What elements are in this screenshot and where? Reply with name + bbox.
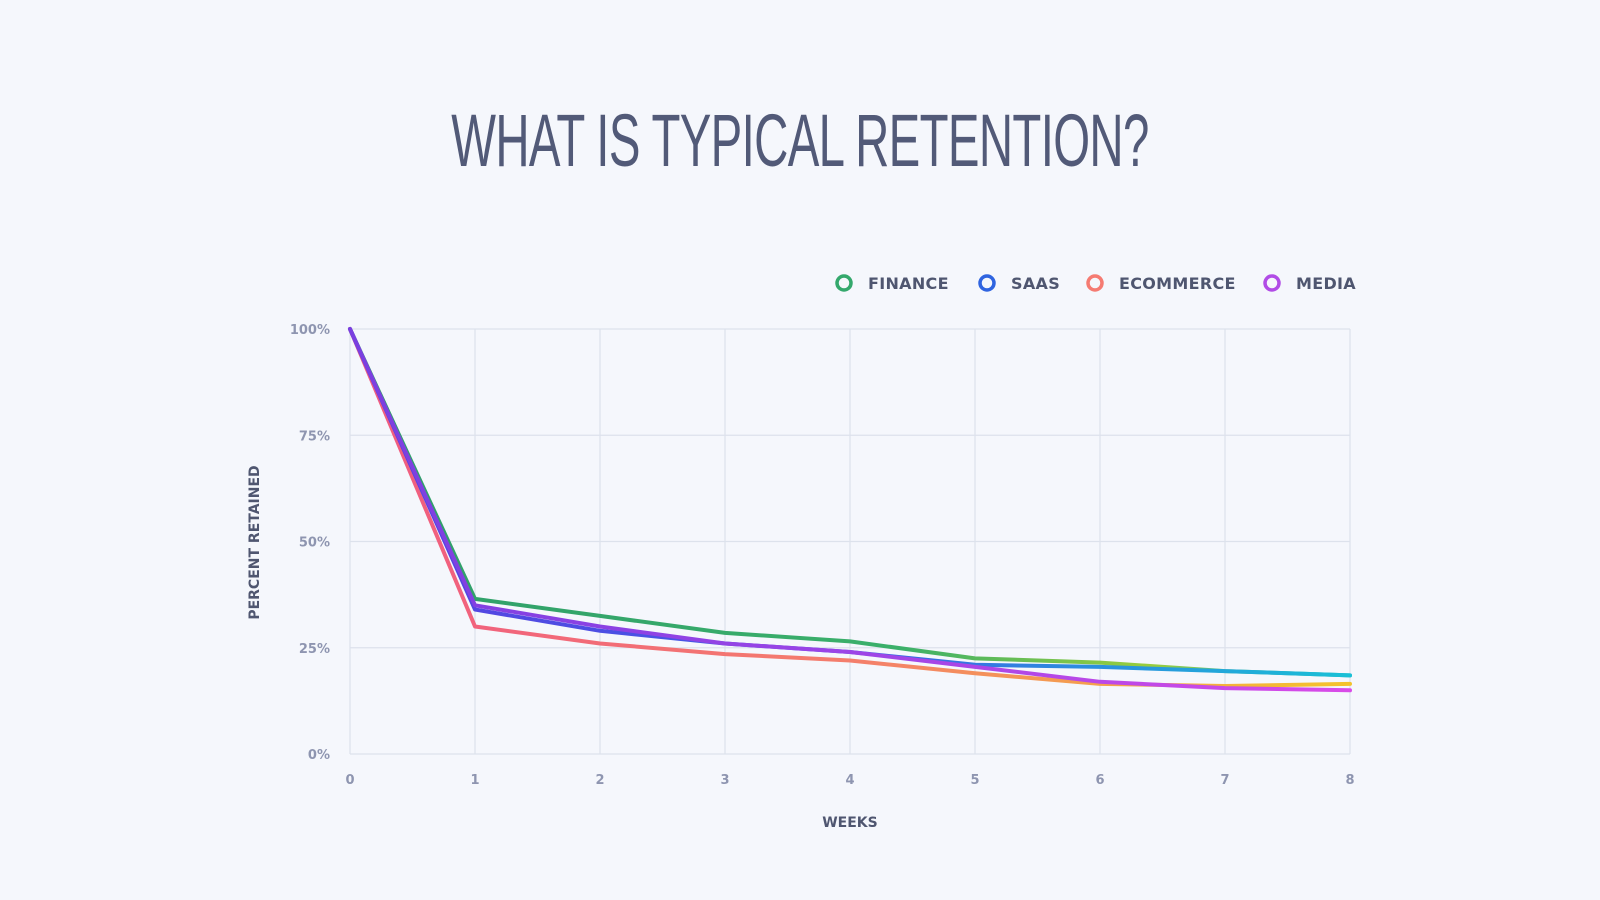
y-axis-title: PERCENT RETAINED [247,465,263,619]
x-tick-label: 6 [1095,773,1104,788]
x-tick-label: 3 [720,773,729,788]
x-tick-label: 8 [1345,773,1354,788]
x-tick-label: 2 [595,773,604,788]
legend: FINANCE SAAS ECOMMERCE MEDIA [835,274,1356,293]
gridlines [349,328,1351,755]
legend-marker-ecommerce [1086,274,1104,292]
legend-label-saas: SAAS [1011,274,1060,293]
chart-title: WHAT IS TYPICAL RETENTION? [451,99,1149,182]
x-tick-label: 1 [470,773,479,788]
y-tick-label: 75% [299,429,330,444]
x-tick-label: 5 [970,773,979,788]
legend-label-media: MEDIA [1296,274,1356,293]
series-line-media [348,327,1352,693]
x-tick-label: 4 [845,773,854,788]
axes: 0% 25% 50% 75% 100% 0 1 2 3 4 5 6 7 8 WEEKS PERCENT RET… [247,323,1355,831]
y-tick-label: 50% [299,536,330,551]
y-tick-label: 0% [308,748,330,763]
x-tick-label: 7 [1220,773,1229,788]
legend-label-ecommerce: ECOMMERCE [1119,274,1236,293]
x-tick-label: 0 [345,773,354,788]
legend-marker-media [1263,274,1281,292]
legend-marker-saas [978,274,996,292]
series-lines [348,327,1352,693]
x-axis-title: WEEKS [822,815,878,831]
y-tick-label: 25% [299,642,330,657]
y-tick-label: 100% [290,323,330,338]
legend-label-finance: FINANCE [868,274,949,293]
legend-marker-finance [835,274,853,292]
